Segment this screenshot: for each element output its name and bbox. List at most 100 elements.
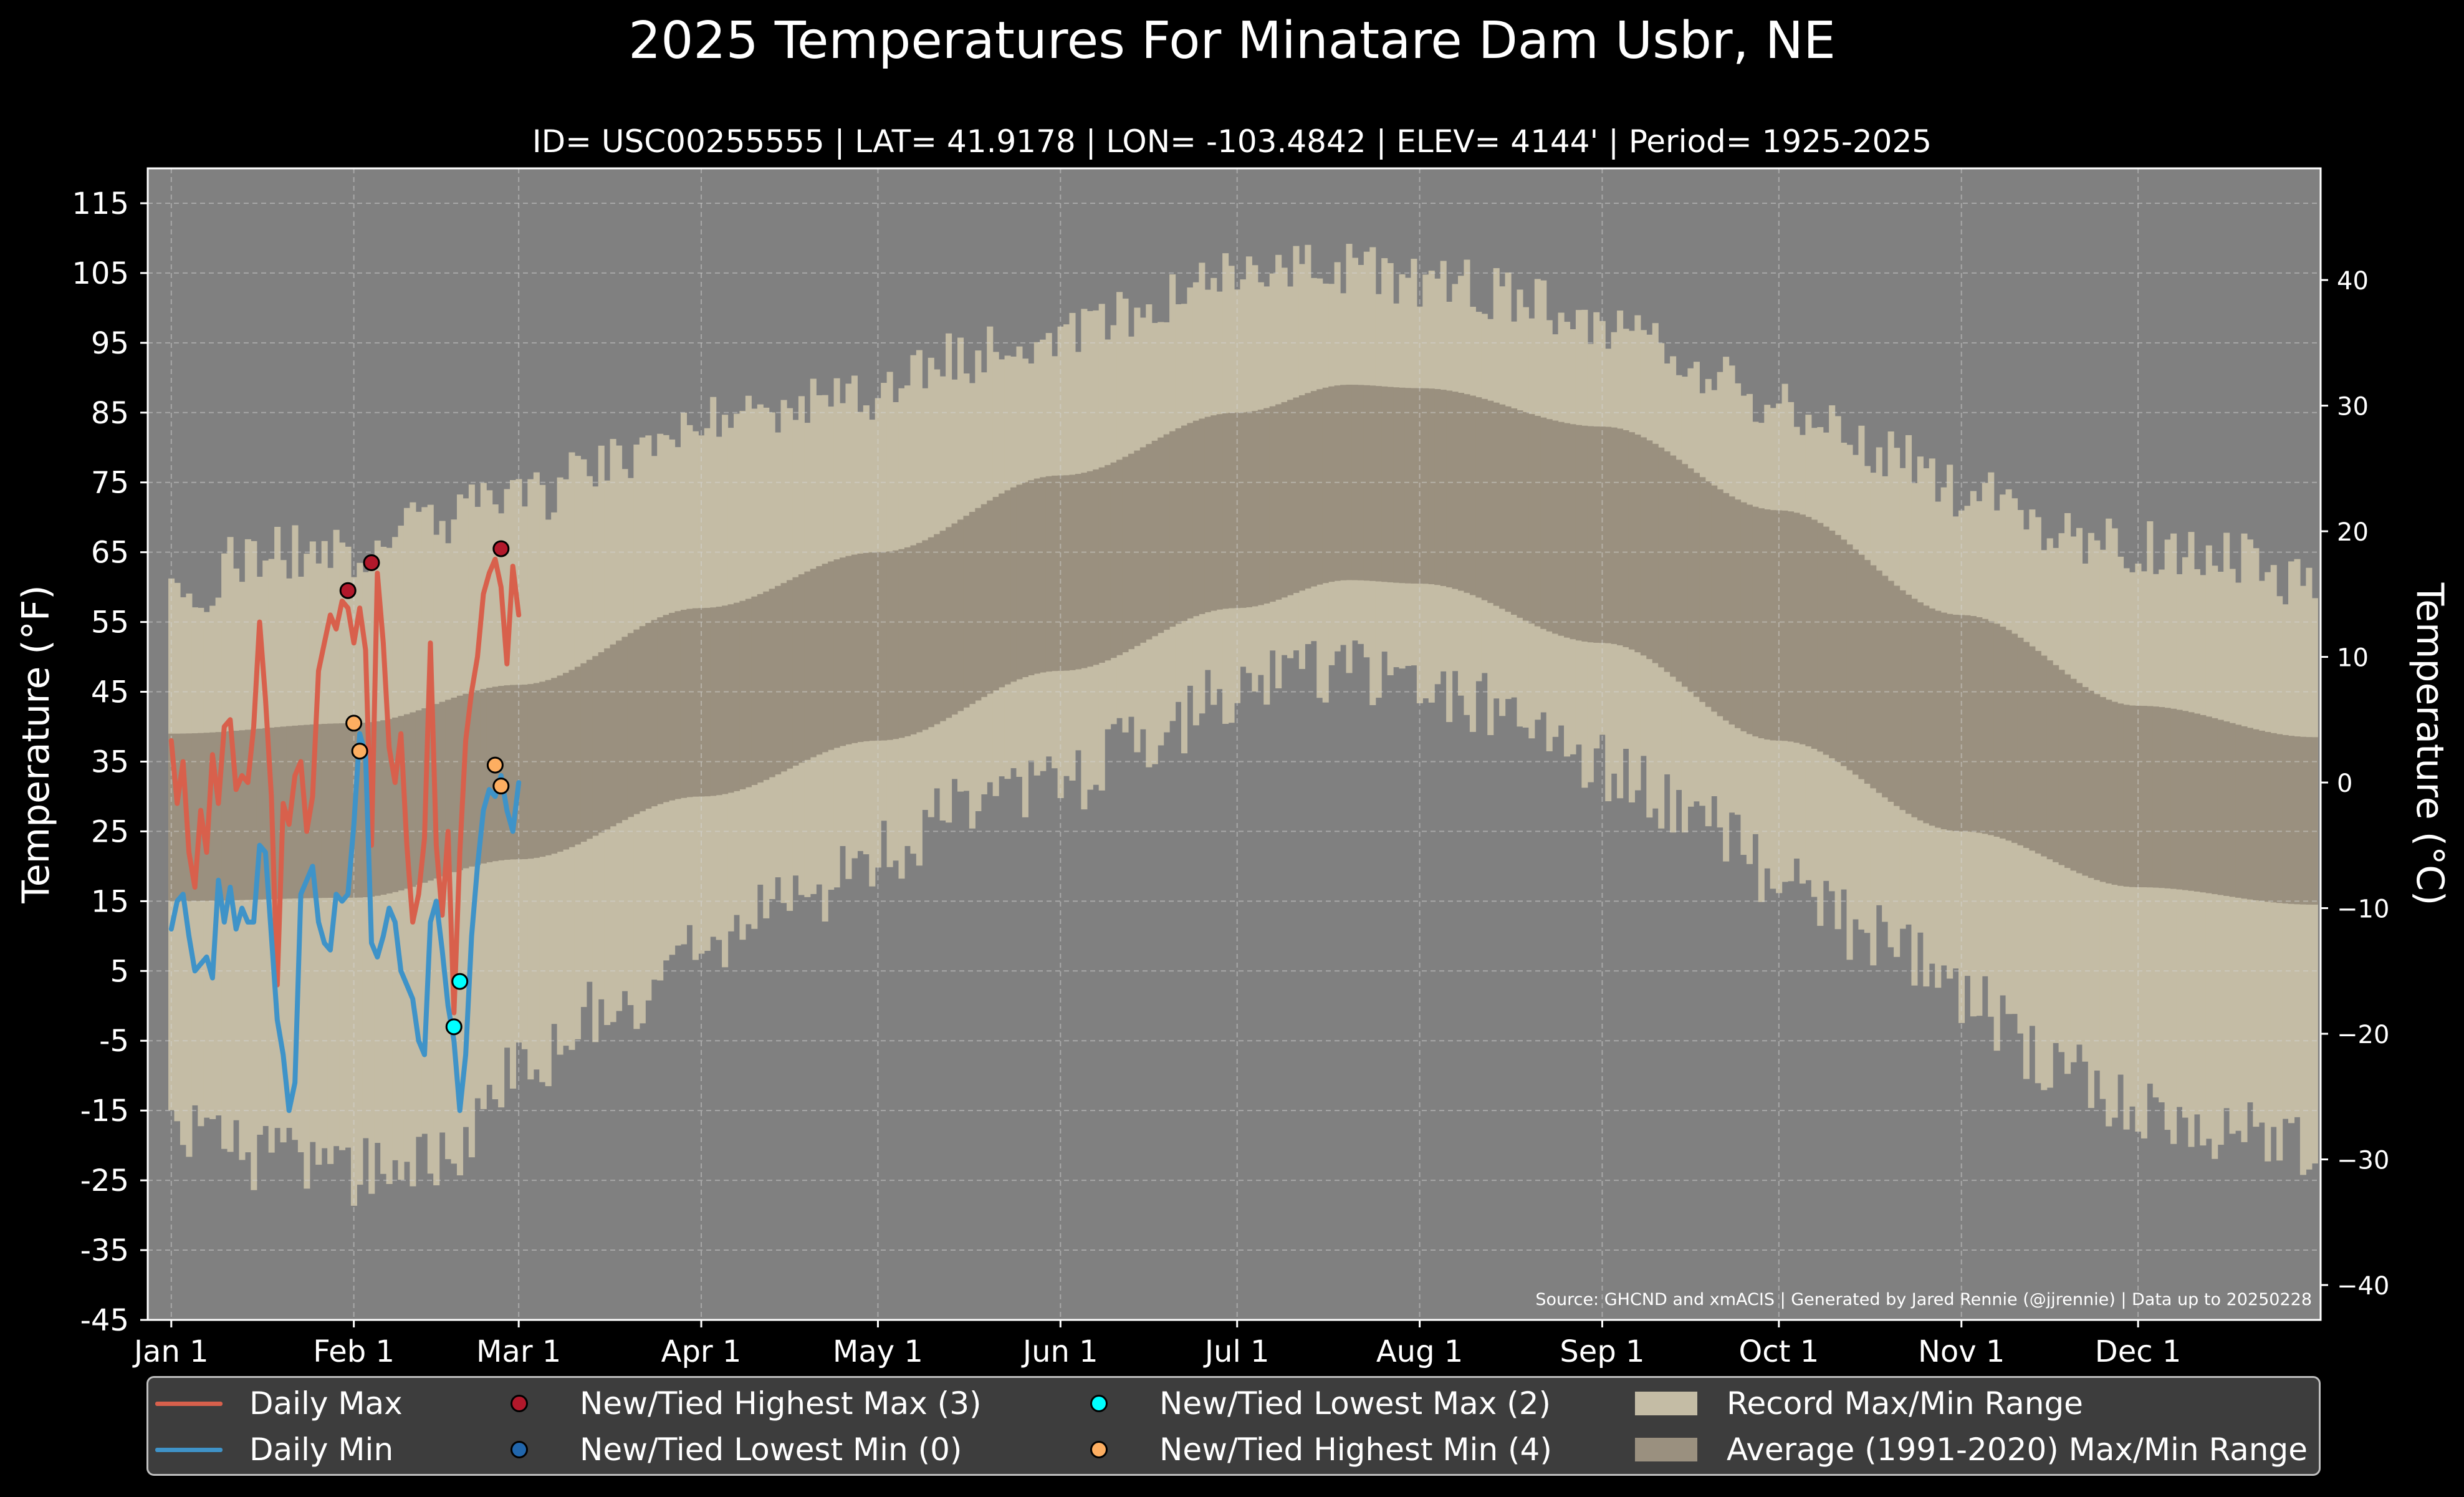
normal-range-bar <box>2294 736 2301 905</box>
normal-range-bar <box>1534 415 1541 627</box>
normal-range-bar <box>1640 437 1647 656</box>
normal-range-bar <box>833 559 840 748</box>
y-tick-label-f: 75 <box>91 466 129 501</box>
normal-range-bar <box>1740 502 1747 731</box>
normal-range-bar <box>669 612 676 801</box>
normal-range-bar <box>1940 612 1947 830</box>
normal-range-bar <box>1204 416 1211 612</box>
normal-range-bar <box>1852 549 1859 775</box>
normal-range-bar <box>1864 560 1871 784</box>
normal-range-bar <box>345 723 352 898</box>
normal-range-bar <box>1169 431 1176 627</box>
normal-range-bar <box>616 640 623 824</box>
normal-range-bar <box>845 556 852 744</box>
normal-range-bar <box>1481 398 1488 600</box>
normal-range-bar <box>727 604 734 793</box>
normal-range-bar <box>232 731 240 900</box>
legend-normal-range-label: Average (1991-2020) Max/Min Range <box>1727 1432 2308 1468</box>
normal-range-bar <box>1146 444 1153 640</box>
normal-range-bar <box>2170 708 2177 889</box>
normal-range-bar <box>1269 406 1276 602</box>
y-tick-label-c: −40 <box>2337 1272 2389 1301</box>
normal-range-bar <box>1570 424 1576 640</box>
normal-range-bar <box>739 600 746 789</box>
normal-range-bar <box>1805 517 1812 747</box>
normal-range-bar <box>1781 510 1788 741</box>
y-tick-label-f: -45 <box>80 1303 129 1338</box>
normal-range-bar <box>239 730 246 900</box>
normal-range-bar <box>1628 432 1636 650</box>
normal-range-bar <box>215 732 222 901</box>
legend-record-range-label: Record Max/Min Range <box>1727 1385 2083 1422</box>
plot-frame <box>146 167 2322 1321</box>
normal-range-bar <box>2282 734 2289 904</box>
normal-range-bar <box>1593 426 1600 643</box>
normal-range-bar <box>191 733 198 902</box>
y-tick-label-c: 40 <box>2337 267 2369 296</box>
normal-range-bar <box>333 723 340 898</box>
y-tick-label-f: -5 <box>99 1024 129 1059</box>
normal-range-bar <box>1416 388 1423 584</box>
normal-range-bar <box>1116 460 1123 655</box>
normal-range-bar <box>339 723 346 898</box>
normal-range-bar <box>451 697 458 872</box>
normal-range-bar <box>1245 412 1252 608</box>
normal-range-bar <box>1993 623 2000 837</box>
normal-range-bar <box>2182 711 2189 890</box>
normal-range-bar <box>692 608 699 797</box>
normal-range-bar <box>1022 482 1028 677</box>
normal-range-bar <box>410 712 416 887</box>
normal-range-bar <box>539 681 546 857</box>
normal-range-bar <box>910 545 917 734</box>
lowest-max-marker <box>445 1018 463 1036</box>
normal-range-bar <box>1310 391 1317 587</box>
normal-range-bar <box>1399 387 1406 584</box>
normal-range-bar <box>2117 703 2124 886</box>
normal-range-bar <box>1010 487 1017 682</box>
normal-range-bar <box>1340 385 1347 580</box>
x-tick-label: Nov 1 <box>1918 1334 2005 1369</box>
normal-range-bar <box>1711 485 1718 712</box>
normal-range-bar <box>274 727 281 899</box>
highest-min-marker <box>351 743 368 760</box>
normal-range-bar <box>1522 412 1529 621</box>
legend-highest-max-label: New/Tied Highest Max (3) <box>580 1385 982 1422</box>
normal-range-bar <box>1605 426 1612 643</box>
normal-range-bar <box>2258 730 2265 902</box>
normal-range-bar <box>2041 655 2048 857</box>
normal-range-bar <box>1134 450 1141 647</box>
normal-range-bar <box>2200 715 2207 893</box>
legend-daily-min-label: Daily Min <box>249 1432 394 1468</box>
normal-range-bar <box>445 700 452 875</box>
normal-range-bar <box>857 553 864 743</box>
y-tick-label-f: 45 <box>91 675 129 710</box>
normal-range-bar <box>315 724 322 898</box>
daily-min-line-swatch <box>155 1447 223 1452</box>
highest-max-marker <box>339 582 357 599</box>
normal-range-bar <box>1905 594 1912 814</box>
y-tick-label-f: 15 <box>91 884 129 919</box>
y-tick-label-f: -35 <box>80 1233 129 1268</box>
normal-range-bar <box>1016 484 1023 680</box>
normal-range-bar <box>1387 387 1394 582</box>
normal-range-bar <box>2070 678 2077 871</box>
normal-range-bar <box>486 688 493 862</box>
normal-range-bar <box>2176 710 2183 890</box>
y-tick-label-c: 30 <box>2337 393 2369 421</box>
normal-range-bar <box>1328 386 1335 582</box>
normal-range-bar <box>1581 425 1588 642</box>
chart-subtitle: ID= USC00255555 | LAT= 41.9178 | LON= -1… <box>532 123 1932 160</box>
normal-range-bar <box>810 569 817 758</box>
normal-range-bar <box>1358 385 1364 580</box>
normal-range-bar <box>2094 694 2101 880</box>
normal-range-bar <box>1040 477 1047 673</box>
normal-range-bar <box>221 731 228 901</box>
normal-range-bar <box>1122 456 1129 653</box>
normal-range-bar <box>898 549 905 738</box>
normal-range-bar <box>2005 630 2012 841</box>
normal-range-bar <box>769 589 775 777</box>
x-tick-label: Oct 1 <box>1738 1334 1819 1369</box>
normal-range-bar <box>2188 712 2195 891</box>
normal-range-bar <box>1440 390 1447 586</box>
normal-range-bar <box>1063 475 1070 671</box>
